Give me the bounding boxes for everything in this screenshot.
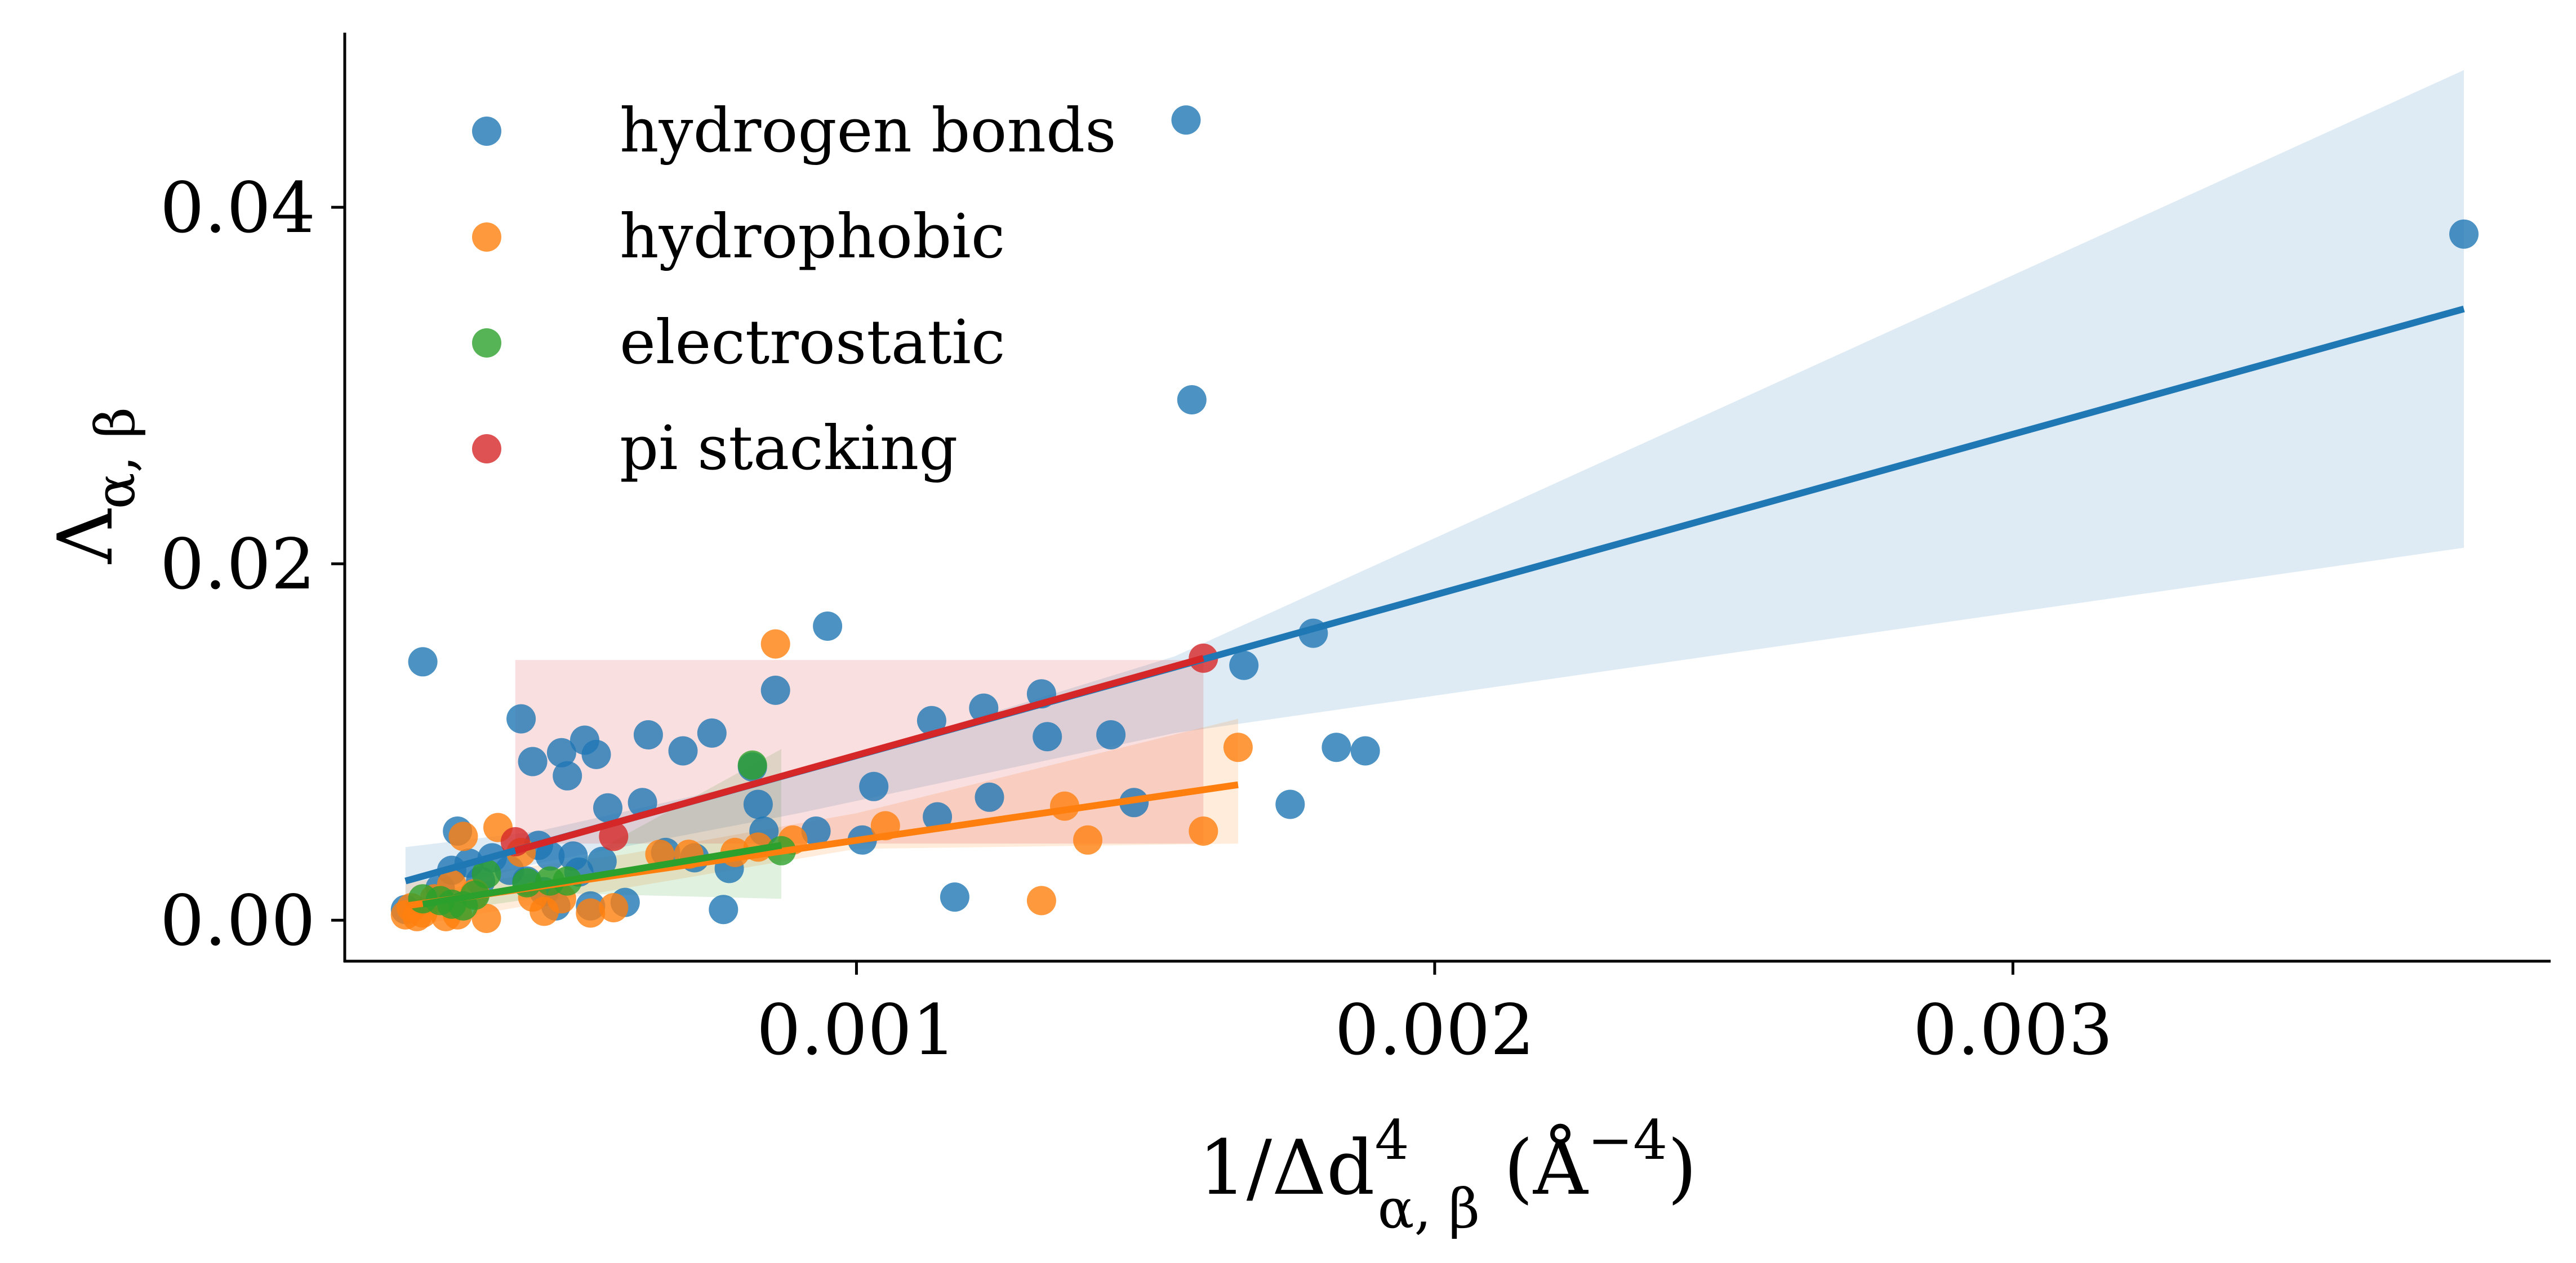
y-ticks: 0.00 0.02 0.04 [160, 168, 345, 962]
point-hydrogen-bonds-38 [801, 816, 831, 846]
legend-marker-hydrophobic [472, 222, 501, 252]
x-tick-label: 0.001 [757, 990, 956, 1071]
point-hydrogen-bonds-42 [916, 706, 946, 735]
point-hydrogen-bonds-41 [859, 771, 889, 801]
point-hydrophobic-10 [471, 904, 501, 933]
point-hydrogen-bonds-29 [668, 736, 698, 766]
fit-lines [404, 305, 2465, 909]
point-hydrogen-bonds-32 [709, 895, 738, 925]
point-hydrogen-bonds-52 [1177, 385, 1207, 414]
y-tick-label: 0.00 [160, 881, 315, 962]
point-hydrophobic-16 [576, 898, 606, 928]
x-tick-label: 0.003 [1913, 990, 2113, 1071]
point-hydrogen-bonds-23 [587, 846, 617, 876]
band-electrostatic [422, 749, 781, 915]
axes [343, 33, 2551, 963]
legend-marker-electrostatic [472, 328, 501, 358]
point-hydrophobic-17 [599, 893, 629, 922]
point-pi-stacking-1 [599, 822, 629, 851]
legend-label-hydrophobic: hydrophobic [620, 202, 1005, 272]
point-hydrophobic-29 [1223, 733, 1253, 762]
y-tick-label: 0.02 [160, 524, 315, 605]
point-hydrogen-bonds-22 [581, 739, 611, 769]
x-ticks: 0.001 0.002 0.003 [757, 961, 2113, 1071]
point-hydrogen-bonds-48 [1033, 722, 1062, 752]
point-hydrogen-bonds-17 [553, 761, 582, 791]
point-hydrogen-bonds-35 [743, 789, 773, 819]
point-electrostatic-5 [471, 859, 501, 889]
point-hydrogen-bonds-56 [1322, 733, 1351, 762]
point-hydrophobic-27 [1073, 825, 1102, 855]
point-hydrogen-bonds-27 [633, 720, 663, 749]
point-electrostatic-9 [737, 750, 767, 780]
point-hydrogen-bonds-46 [975, 782, 1004, 812]
legend-marker-hydrogen-bonds [472, 117, 501, 146]
fit-line-pi-stacking [514, 655, 1204, 854]
legend-label-pi-stacking: pi stacking [620, 413, 958, 484]
point-hydrogen-bonds-53 [1229, 650, 1259, 680]
point-hydrogen-bonds-44 [940, 882, 969, 912]
point-hydrogen-bonds-24 [593, 793, 622, 823]
point-hydrogen-bonds-37 [760, 675, 790, 705]
point-hydrogen-bonds-39 [813, 612, 843, 641]
legend-marker-pi-stacking [472, 434, 501, 463]
point-hydrogen-bonds-49 [1096, 720, 1126, 749]
point-hydrophobic-25 [1026, 886, 1056, 916]
point-hydrogen-bonds-11 [518, 747, 548, 776]
point-hydrophobic-28 [1189, 816, 1218, 846]
fit-line-electrostatic [422, 842, 782, 908]
point-hydrophobic-8 [448, 822, 478, 851]
point-hydrogen-bonds-58 [2449, 219, 2479, 249]
point-hydrogen-bonds-57 [1350, 736, 1380, 766]
x-axis-title: 1/Δd4 α, β (Å−4) [1199, 1109, 1697, 1240]
x-tick-label: 0.002 [1334, 990, 1534, 1071]
point-hydrogen-bonds-1 [408, 647, 438, 677]
point-hydrogen-bonds-31 [697, 718, 727, 748]
legend-label-hydrogen-bonds: hydrogen bonds [620, 96, 1116, 166]
legend: hydrogen bonds hydrophobic electrostatic pi… [472, 96, 1116, 484]
point-hydrophobic-22 [760, 629, 790, 659]
point-hydrogen-bonds-9 [506, 704, 536, 734]
point-hydrogen-bonds-51 [1171, 105, 1201, 135]
point-hydrogen-bonds-16 [546, 738, 576, 767]
legend-label-electrostatic: electrostatic [620, 307, 1006, 378]
point-hydrogen-bonds-54 [1275, 789, 1305, 819]
point-hydrogen-bonds-14 [535, 841, 565, 871]
y-axis-title: Λα, β [42, 407, 147, 564]
y-tick-label: 0.04 [160, 168, 315, 249]
